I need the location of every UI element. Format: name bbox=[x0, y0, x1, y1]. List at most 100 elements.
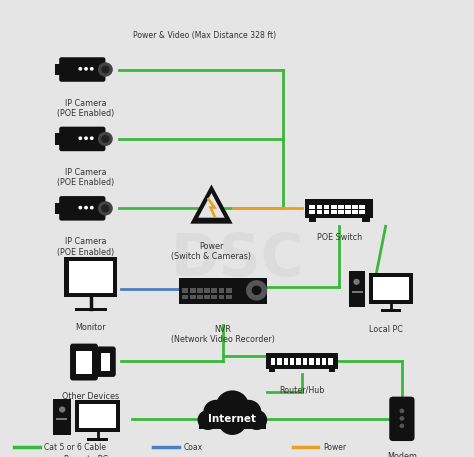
FancyBboxPatch shape bbox=[79, 404, 117, 428]
Bar bbox=[303, 358, 307, 365]
Circle shape bbox=[98, 132, 113, 146]
Bar bbox=[182, 288, 188, 293]
FancyBboxPatch shape bbox=[305, 199, 374, 218]
FancyBboxPatch shape bbox=[199, 419, 266, 429]
Bar bbox=[283, 358, 288, 365]
Bar bbox=[310, 210, 315, 214]
Bar bbox=[352, 205, 358, 209]
Bar bbox=[328, 358, 333, 365]
Circle shape bbox=[90, 67, 94, 71]
Text: Internet: Internet bbox=[209, 414, 256, 424]
FancyBboxPatch shape bbox=[101, 353, 110, 371]
Polygon shape bbox=[190, 185, 233, 223]
Circle shape bbox=[84, 206, 88, 209]
Circle shape bbox=[84, 136, 88, 140]
Circle shape bbox=[236, 400, 261, 425]
Bar bbox=[324, 210, 329, 214]
Text: Other Devices: Other Devices bbox=[62, 392, 119, 401]
FancyBboxPatch shape bbox=[269, 368, 275, 372]
FancyBboxPatch shape bbox=[75, 308, 107, 311]
Text: Cat 5 or 6 Cable: Cat 5 or 6 Cable bbox=[44, 442, 106, 452]
Circle shape bbox=[78, 206, 82, 209]
Circle shape bbox=[98, 201, 113, 216]
Circle shape bbox=[216, 390, 249, 423]
Text: IP Camera
(POE Enabled): IP Camera (POE Enabled) bbox=[57, 99, 115, 118]
Text: NVR
(Network Video Recorder): NVR (Network Video Recorder) bbox=[171, 325, 275, 344]
Circle shape bbox=[246, 280, 267, 301]
Circle shape bbox=[400, 409, 404, 413]
Bar bbox=[322, 358, 327, 365]
FancyBboxPatch shape bbox=[381, 309, 401, 312]
Text: Remote PC: Remote PC bbox=[64, 455, 108, 457]
FancyBboxPatch shape bbox=[362, 218, 370, 222]
Text: IP Camera
(POE Enabled): IP Camera (POE Enabled) bbox=[57, 168, 115, 187]
Circle shape bbox=[246, 410, 267, 430]
FancyBboxPatch shape bbox=[95, 346, 116, 377]
Circle shape bbox=[78, 136, 82, 140]
Circle shape bbox=[101, 135, 109, 143]
FancyBboxPatch shape bbox=[373, 277, 409, 300]
Circle shape bbox=[203, 400, 229, 425]
Bar bbox=[310, 205, 315, 209]
FancyBboxPatch shape bbox=[55, 133, 62, 145]
Bar bbox=[219, 295, 225, 299]
Circle shape bbox=[90, 136, 94, 140]
Text: Local PC: Local PC bbox=[369, 325, 402, 334]
FancyBboxPatch shape bbox=[74, 400, 120, 432]
Circle shape bbox=[400, 416, 404, 421]
Bar bbox=[359, 205, 365, 209]
Text: DSC: DSC bbox=[170, 231, 304, 288]
Bar bbox=[338, 205, 344, 209]
Text: IP Camera
(POE Enabled): IP Camera (POE Enabled) bbox=[57, 238, 115, 257]
Bar bbox=[338, 210, 344, 214]
Text: Modem: Modem bbox=[387, 452, 417, 457]
Circle shape bbox=[218, 407, 247, 435]
Polygon shape bbox=[198, 193, 225, 218]
FancyBboxPatch shape bbox=[59, 57, 105, 82]
Bar bbox=[211, 288, 217, 293]
Bar bbox=[316, 358, 320, 365]
Bar bbox=[226, 288, 232, 293]
FancyBboxPatch shape bbox=[348, 271, 365, 307]
Circle shape bbox=[84, 67, 88, 71]
Text: Monitor: Monitor bbox=[75, 323, 106, 331]
Text: Router/Hub: Router/Hub bbox=[279, 385, 325, 394]
FancyBboxPatch shape bbox=[389, 397, 415, 441]
Bar bbox=[219, 288, 225, 293]
Bar bbox=[317, 205, 322, 209]
Text: Power & Video (Max Distance 328 ft): Power & Video (Max Distance 328 ft) bbox=[133, 32, 276, 40]
FancyBboxPatch shape bbox=[309, 218, 316, 222]
Bar bbox=[324, 205, 329, 209]
FancyBboxPatch shape bbox=[369, 273, 413, 304]
Circle shape bbox=[400, 424, 404, 428]
Bar bbox=[204, 295, 210, 299]
Bar bbox=[290, 358, 294, 365]
Bar bbox=[211, 295, 217, 299]
Bar bbox=[331, 205, 337, 209]
FancyBboxPatch shape bbox=[76, 351, 92, 373]
Text: POE Switch: POE Switch bbox=[317, 233, 362, 242]
Circle shape bbox=[198, 410, 219, 430]
Circle shape bbox=[353, 279, 360, 285]
Circle shape bbox=[78, 67, 82, 71]
FancyBboxPatch shape bbox=[56, 418, 67, 420]
FancyBboxPatch shape bbox=[179, 278, 267, 304]
Circle shape bbox=[101, 65, 109, 74]
Bar bbox=[317, 210, 322, 214]
Circle shape bbox=[252, 286, 262, 295]
Bar bbox=[359, 210, 365, 214]
FancyBboxPatch shape bbox=[64, 257, 117, 298]
Bar bbox=[352, 210, 358, 214]
FancyBboxPatch shape bbox=[55, 64, 62, 75]
Bar bbox=[331, 210, 337, 214]
FancyBboxPatch shape bbox=[329, 368, 335, 372]
Bar bbox=[197, 288, 203, 293]
Bar bbox=[204, 288, 210, 293]
FancyBboxPatch shape bbox=[70, 344, 98, 381]
FancyBboxPatch shape bbox=[59, 196, 105, 221]
FancyBboxPatch shape bbox=[266, 353, 337, 368]
Bar bbox=[190, 295, 196, 299]
FancyBboxPatch shape bbox=[54, 399, 71, 435]
Text: Power
(Switch & Cameras): Power (Switch & Cameras) bbox=[172, 242, 251, 261]
FancyBboxPatch shape bbox=[59, 127, 105, 151]
